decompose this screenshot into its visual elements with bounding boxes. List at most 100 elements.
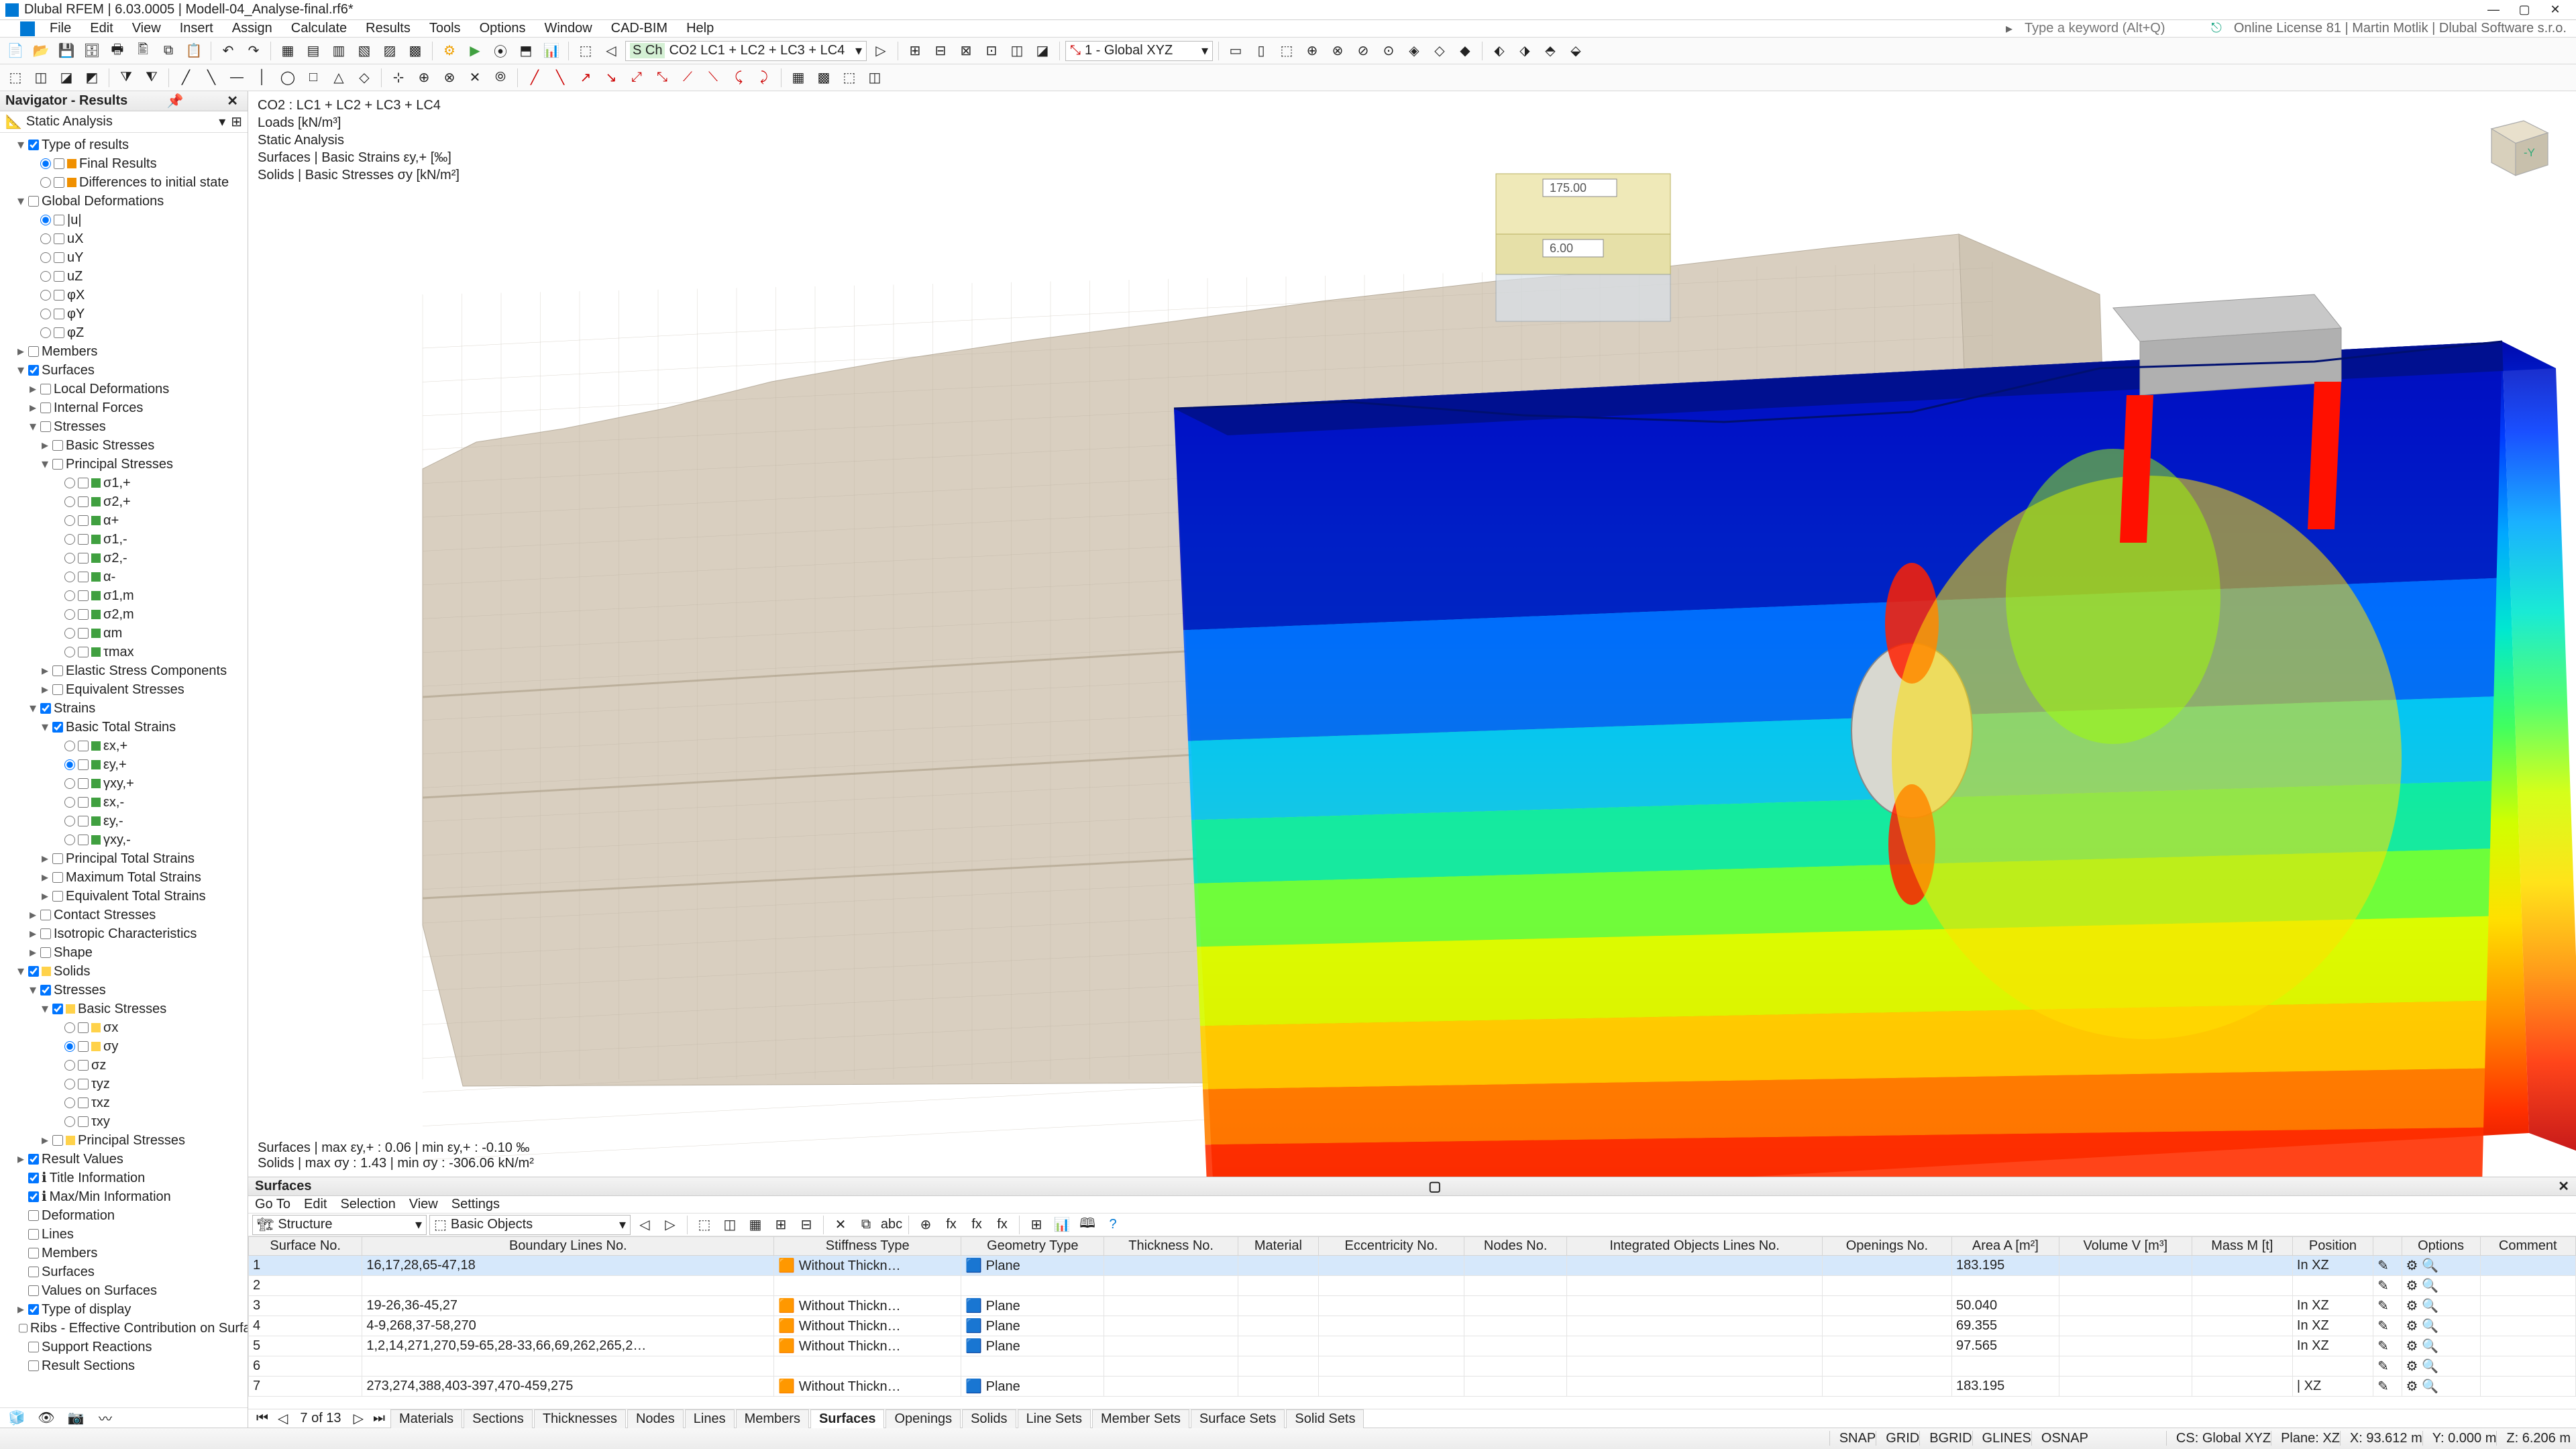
- col-header[interactable]: Position: [2292, 1237, 2373, 1256]
- sel2-icon[interactable]: ◫: [30, 66, 52, 89]
- maximize-button[interactable]: ▢: [2509, 1, 2540, 19]
- tree-node[interactable]: φZ: [4, 323, 248, 342]
- copy-icon[interactable]: ⧉: [157, 40, 180, 62]
- tree-node[interactable]: σ1,m: [4, 586, 248, 605]
- status-snap[interactable]: SNAP: [1829, 1431, 1876, 1446]
- d01-icon[interactable]: ╱: [174, 66, 197, 89]
- tree-node[interactable]: τyz: [4, 1075, 248, 1093]
- tree-node[interactable]: φX: [4, 286, 248, 305]
- cs-combo[interactable]: ⤡ 1 - Global XYZ ▾: [1065, 41, 1213, 61]
- menu-help[interactable]: Help: [677, 21, 723, 36]
- loadcase-combo[interactable]: S Ch CO2 LC1 + LC2 + LC3 + LC4 ▾: [625, 41, 867, 61]
- tree-node[interactable]: ▸Type of display: [4, 1300, 248, 1319]
- pt14-icon[interactable]: 📊: [1051, 1214, 1073, 1236]
- ln1-icon[interactable]: ╱: [523, 66, 546, 89]
- ln8-icon[interactable]: ⟍: [702, 66, 724, 89]
- search-input[interactable]: [2025, 21, 2199, 36]
- g9-icon[interactable]: ◇: [1428, 40, 1451, 62]
- check-icon[interactable]: ⦿: [489, 40, 512, 62]
- pt12-icon[interactable]: fx: [991, 1214, 1014, 1236]
- g10-icon[interactable]: ◆: [1454, 40, 1477, 62]
- col-header[interactable]: Stiffness Type: [774, 1237, 961, 1256]
- m4-icon[interactable]: ◫: [863, 66, 886, 89]
- col-header[interactable]: Thickness No.: [1104, 1237, 1238, 1256]
- m2-icon[interactable]: ▩: [812, 66, 835, 89]
- sel-icon[interactable]: ⬚: [4, 66, 27, 89]
- t5-icon[interactable]: ◫: [1006, 40, 1028, 62]
- tree-node[interactable]: Lines: [4, 1225, 248, 1244]
- g13-icon[interactable]: ⬘: [1539, 40, 1562, 62]
- tree-node[interactable]: ▸Shape: [4, 943, 248, 962]
- tree-node[interactable]: uY: [4, 248, 248, 267]
- status-glines[interactable]: GLINES: [1972, 1431, 2031, 1446]
- menu-results[interactable]: Results: [356, 21, 420, 36]
- paste-icon[interactable]: 📋: [182, 40, 205, 62]
- view1-icon[interactable]: ▦: [276, 40, 299, 62]
- navigator-tree[interactable]: ▾Type of resultsFinal ResultsDifferences…: [0, 133, 248, 1407]
- pt9-icon[interactable]: ⊕: [914, 1214, 937, 1236]
- pt-prev-icon[interactable]: ◁: [633, 1214, 656, 1236]
- g4-icon[interactable]: ⊕: [1301, 40, 1324, 62]
- sel3-icon[interactable]: ◪: [55, 66, 78, 89]
- tree-node[interactable]: ▸Equivalent Stresses: [4, 680, 248, 699]
- ln4-icon[interactable]: ↘: [600, 66, 623, 89]
- t1-icon[interactable]: ⊞: [904, 40, 926, 62]
- tree-node[interactable]: φY: [4, 305, 248, 323]
- tree-node[interactable]: Deformation: [4, 1206, 248, 1225]
- tree-node[interactable]: σ2,+: [4, 492, 248, 511]
- menu-assign[interactable]: Assign: [223, 21, 282, 36]
- model-view[interactable]: 175.006.00: [248, 91, 2576, 1177]
- snap5-icon[interactable]: ⦾: [489, 66, 512, 89]
- navigator-pin-icon[interactable]: 📌: [163, 93, 188, 109]
- menu-cad-bim[interactable]: CAD-BIM: [602, 21, 677, 36]
- menu-view[interactable]: View: [123, 21, 170, 36]
- tree-node[interactable]: ▸Contact Stresses: [4, 906, 248, 924]
- filter2-icon[interactable]: ⧨: [140, 66, 163, 89]
- view6-icon[interactable]: ▩: [404, 40, 427, 62]
- tree-node[interactable]: α+: [4, 511, 248, 530]
- new-icon[interactable]: 📄: [4, 40, 27, 62]
- pt7-icon[interactable]: ⧉: [855, 1214, 877, 1236]
- navfoot-3-icon[interactable]: 📷: [64, 1407, 87, 1430]
- d08-icon[interactable]: ◇: [353, 66, 376, 89]
- panel-table[interactable]: Surface No.Boundary Lines No.Stiffness T…: [248, 1236, 2576, 1409]
- navfoot-4-icon[interactable]: 〰: [94, 1407, 117, 1430]
- g6-icon[interactable]: ⊘: [1352, 40, 1375, 62]
- table-row[interactable]: 7273,274,388,403-397,470-459,275🟧 Withou…: [249, 1377, 2576, 1397]
- lc-next-icon[interactable]: ▷: [869, 40, 892, 62]
- print-icon[interactable]: 🖶: [106, 40, 129, 62]
- g11-icon[interactable]: ⬖: [1488, 40, 1511, 62]
- col-header[interactable]: Integrated Objects Lines No.: [1567, 1237, 1822, 1256]
- table-row[interactable]: 319-26,36-45,27🟧 Without Thickn…🟦 Plane5…: [249, 1296, 2576, 1316]
- col-header[interactable]: Material: [1238, 1237, 1318, 1256]
- tree-node[interactable]: uZ: [4, 267, 248, 286]
- tree-node[interactable]: ▸Basic Stresses: [4, 436, 248, 455]
- tree-node[interactable]: γxy,+: [4, 774, 248, 793]
- tree-node[interactable]: Result Sections: [4, 1356, 248, 1375]
- tree-node[interactable]: ▾Basic Stresses: [4, 1000, 248, 1018]
- tree-node[interactable]: τxz: [4, 1093, 248, 1112]
- filter-icon[interactable]: ⧩: [115, 66, 138, 89]
- tree-node[interactable]: ▸Isotropic Characteristics: [4, 924, 248, 943]
- pt11-icon[interactable]: fx: [965, 1214, 988, 1236]
- tree-node[interactable]: ▾Stresses: [4, 417, 248, 436]
- pt4-icon[interactable]: ⊞: [769, 1214, 792, 1236]
- pt5-icon[interactable]: ⊟: [795, 1214, 818, 1236]
- d02-icon[interactable]: ╲: [200, 66, 223, 89]
- tree-node[interactable]: τmax: [4, 643, 248, 661]
- d06-icon[interactable]: □: [302, 66, 325, 89]
- menu-file[interactable]: File: [40, 21, 80, 36]
- panel-tab-members[interactable]: Members: [736, 1409, 809, 1428]
- tree-node[interactable]: σ2,m: [4, 605, 248, 624]
- panel-menu-view[interactable]: View: [409, 1197, 438, 1212]
- tree-node[interactable]: ▸Result Values: [4, 1150, 248, 1169]
- snap2-icon[interactable]: ⊕: [413, 66, 435, 89]
- tree-node[interactable]: ▸Local Deformations: [4, 380, 248, 398]
- panel-tab-nodes[interactable]: Nodes: [627, 1409, 684, 1428]
- tree-node[interactable]: Final Results: [4, 154, 248, 173]
- panel-menu-selection[interactable]: Selection: [340, 1197, 395, 1212]
- close-button[interactable]: ✕: [2540, 1, 2571, 19]
- tree-node[interactable]: ▾Stresses: [4, 981, 248, 1000]
- tree-node[interactable]: ▸Equivalent Total Strains: [4, 887, 248, 906]
- navfoot-2-icon[interactable]: 👁: [35, 1407, 58, 1430]
